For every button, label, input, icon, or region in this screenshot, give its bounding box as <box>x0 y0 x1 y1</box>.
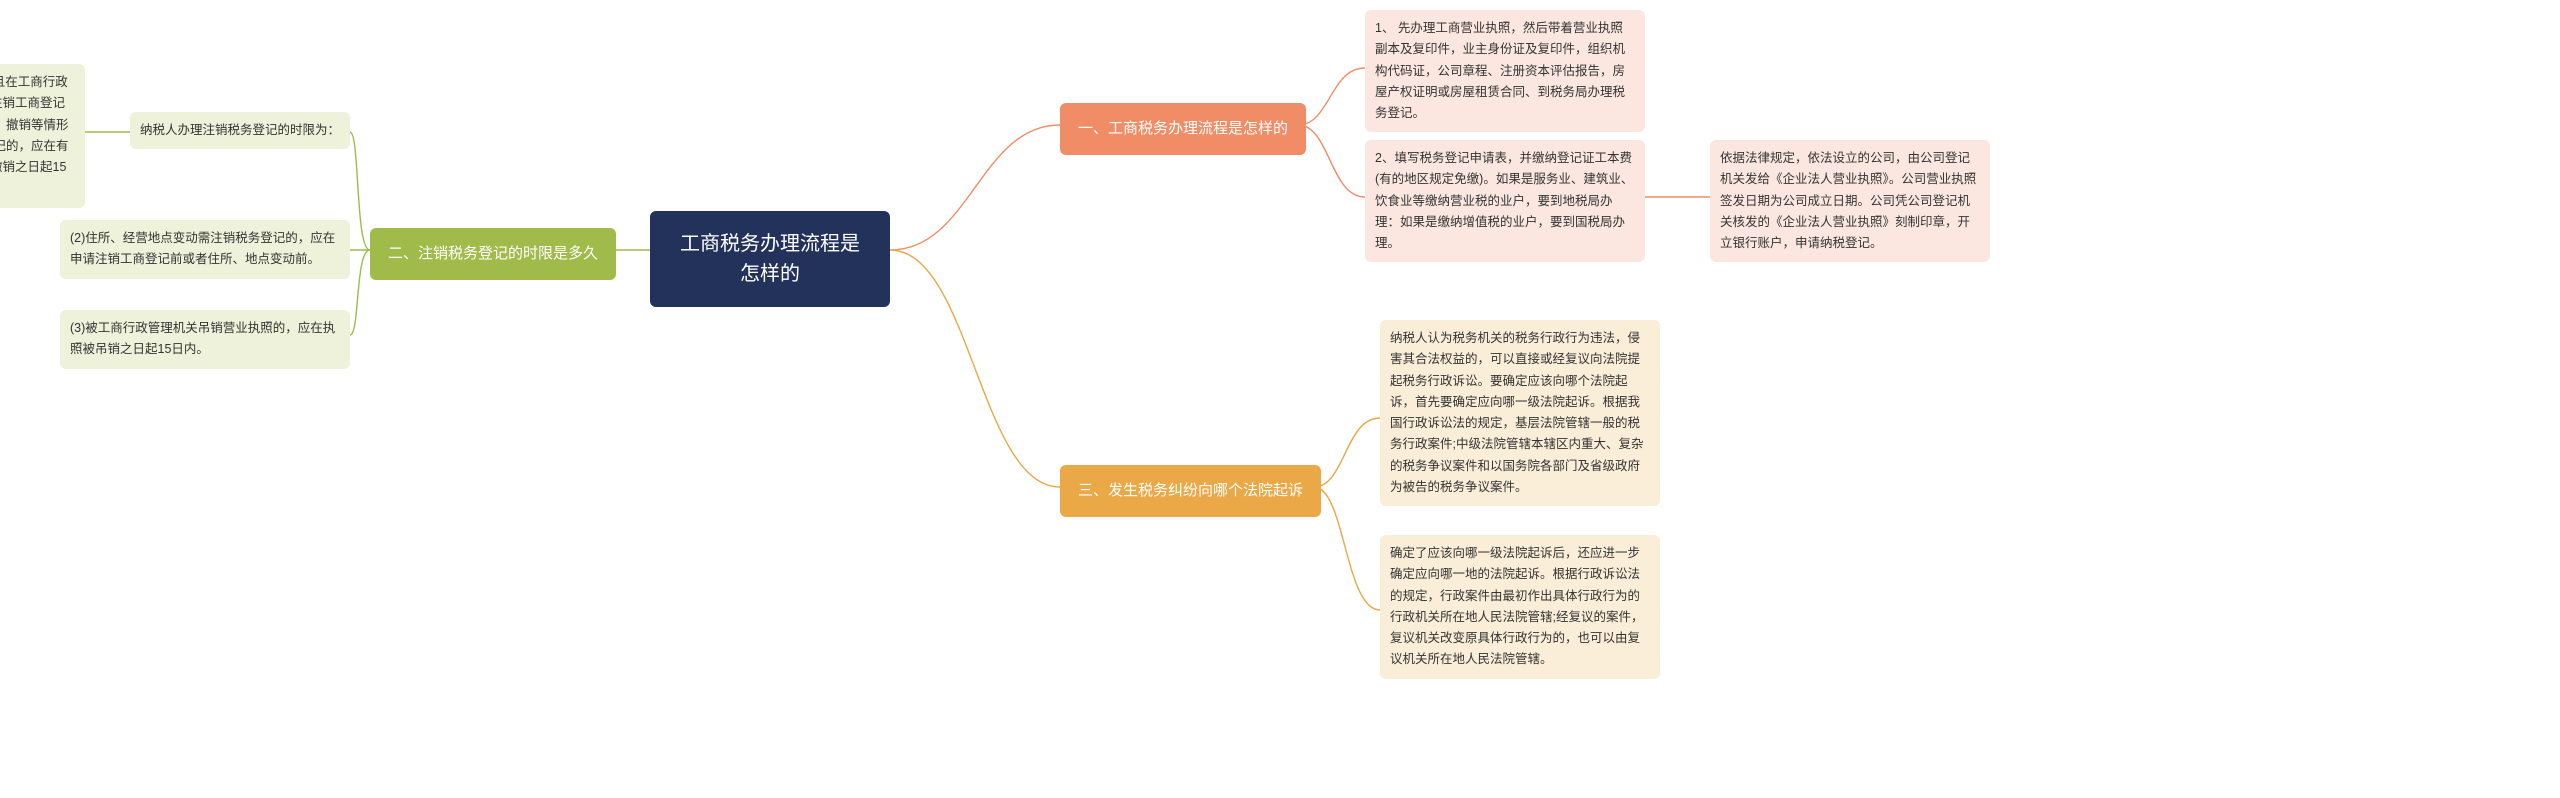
leaf-2c: (3)被工商行政管理机关吊销营业执照的，应在执照被吊销之日起15日内。 <box>60 310 350 369</box>
mindmap-root: 工商税务办理流程是怎样的 一、工商税务办理流程是怎样的 二、注销税务登记的时限是… <box>0 0 2560 798</box>
leaf-1c: 依据法律规定，依法设立的公司，由公司登记机关发给《企业法人营业执照》。公司营业执… <box>1710 140 1990 262</box>
leaf-2a: 纳税人办理注销税务登记的时限为： <box>130 112 350 149</box>
branch-1: 一、工商税务办理流程是怎样的 <box>1060 103 1306 155</box>
leaf-1a: 1、 先办理工商营业执照，然后带着营业执照副本及复印件，业主身份证及复印件，组织… <box>1365 10 1645 132</box>
branch-3: 三、发生税务纠纷向哪个法院起诉 <box>1060 465 1321 517</box>
leaf-3b: 确定了应该向哪一级法院起诉后，还应进一步确定应向哪一地的法院起诉。根据行政诉讼法… <box>1380 535 1660 679</box>
leaf-3a: 纳税人认为税务机关的税务行政行为违法，侵害其合法权益的，可以直接或经复议向法院提… <box>1380 320 1660 506</box>
leaf-2a1: (1)发生破产、解散、撤销等情形且在工商行政管理机关办理注册登记的，应在注销工商… <box>0 64 85 208</box>
leaf-1b: 2、填写税务登记申请表，并缴纳登记证工本费(有的地区规定免缴)。如果是服务业、建… <box>1365 140 1645 262</box>
center-node: 工商税务办理流程是怎样的 <box>650 211 890 307</box>
leaf-2b: (2)住所、经营地点变动需注销税务登记的，应在申请注销工商登记前或者住所、地点变… <box>60 220 350 279</box>
branch-2: 二、注销税务登记的时限是多久 <box>370 228 616 280</box>
